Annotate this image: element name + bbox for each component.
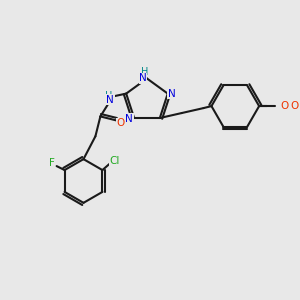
Text: O: O xyxy=(281,101,289,111)
Text: N: N xyxy=(168,88,176,99)
Text: N: N xyxy=(139,74,147,83)
Text: O: O xyxy=(291,101,299,111)
Text: Cl: Cl xyxy=(109,156,119,166)
Text: H: H xyxy=(141,67,149,76)
Text: N: N xyxy=(125,114,133,124)
Text: O: O xyxy=(116,118,124,128)
Text: F: F xyxy=(49,158,55,168)
Text: N: N xyxy=(106,94,114,105)
Text: —: — xyxy=(290,101,300,111)
Text: H: H xyxy=(105,91,112,100)
